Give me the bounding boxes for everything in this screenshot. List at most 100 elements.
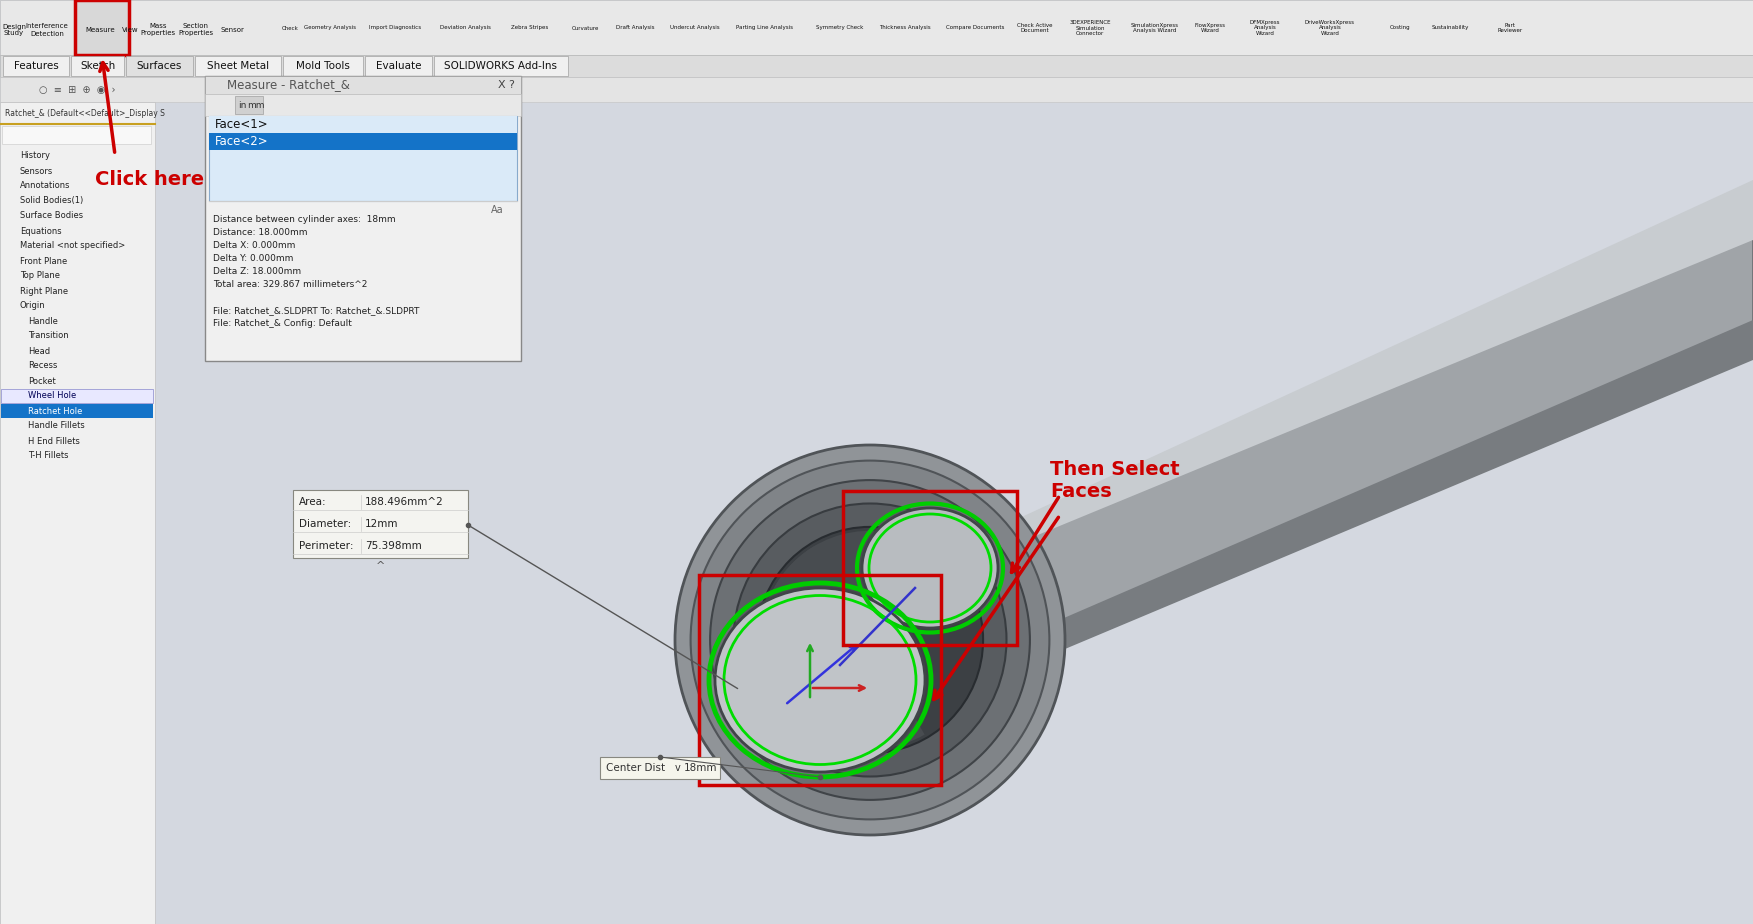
- Text: Features: Features: [14, 61, 58, 71]
- Bar: [205, 76, 521, 94]
- Text: ○  ≡  ⊞  ⊕  ◉  ›: ○ ≡ ⊞ ⊕ ◉ ›: [39, 84, 116, 94]
- Circle shape: [691, 460, 1050, 820]
- Circle shape: [757, 527, 983, 753]
- Text: Costing: Costing: [1390, 26, 1411, 30]
- Text: Sensors: Sensors: [19, 166, 53, 176]
- Text: Right Plane: Right Plane: [19, 286, 68, 296]
- Wedge shape: [761, 545, 924, 749]
- Text: Area:: Area:: [300, 497, 326, 507]
- Text: Head: Head: [28, 346, 51, 356]
- Bar: [0, 102, 154, 924]
- Text: Mass
Properties: Mass Properties: [140, 23, 175, 37]
- Text: Interference
Detection: Interference Detection: [26, 23, 68, 37]
- Text: Delta Z: 18.000mm: Delta Z: 18.000mm: [214, 267, 302, 276]
- Text: Compare Documents: Compare Documents: [947, 26, 1004, 30]
- Text: Deviation Analysis: Deviation Analysis: [440, 26, 491, 30]
- Text: X: X: [498, 80, 505, 90]
- Text: ?: ?: [508, 80, 514, 90]
- Polygon shape: [950, 180, 1753, 565]
- Bar: [205, 94, 521, 116]
- Bar: [72, 56, 124, 76]
- FancyBboxPatch shape: [205, 76, 521, 361]
- Text: 12mm: 12mm: [365, 519, 398, 529]
- Text: 3DEXPERIENCE
Simulation
Connector: 3DEXPERIENCE Simulation Connector: [1069, 19, 1111, 36]
- Text: Front Plane: Front Plane: [19, 257, 67, 265]
- Text: 18mm: 18mm: [684, 763, 717, 773]
- Bar: [0, 0, 1753, 55]
- Text: Part
Reviewer: Part Reviewer: [1497, 22, 1523, 33]
- Circle shape: [710, 480, 1031, 800]
- Text: Mold Tools: Mold Tools: [296, 61, 351, 71]
- Text: Delta Y: 0.000mm: Delta Y: 0.000mm: [214, 254, 293, 263]
- Polygon shape: [931, 200, 1753, 660]
- Text: Transition: Transition: [28, 332, 68, 341]
- Text: File: Ratchet_& Config: Default: File: Ratchet_& Config: Default: [214, 319, 352, 328]
- Text: Annotations: Annotations: [19, 181, 70, 190]
- Text: Top Plane: Top Plane: [19, 272, 60, 281]
- Text: Pocket: Pocket: [28, 376, 56, 385]
- Text: Handle: Handle: [28, 317, 58, 325]
- Text: DFMXpress
Analysis
Wizard: DFMXpress Analysis Wizard: [1250, 19, 1280, 36]
- Text: History: History: [19, 152, 51, 161]
- Text: Origin: Origin: [19, 301, 46, 310]
- Bar: [209, 116, 517, 133]
- Bar: [2, 126, 151, 144]
- Bar: [126, 56, 193, 76]
- Text: Aa: Aa: [491, 205, 503, 215]
- Text: Evaluate: Evaluate: [375, 61, 421, 71]
- Bar: [209, 133, 517, 150]
- Text: Undercut Analysis: Undercut Analysis: [670, 26, 720, 30]
- Text: Parting Line Analysis: Parting Line Analysis: [736, 26, 794, 30]
- Text: Surface Bodies: Surface Bodies: [19, 212, 82, 221]
- Bar: [4, 56, 70, 76]
- Text: Symmetry Check: Symmetry Check: [817, 26, 864, 30]
- Text: Delta X: 0.000mm: Delta X: 0.000mm: [214, 241, 295, 250]
- Text: Perimeter:: Perimeter:: [300, 541, 354, 551]
- Bar: [600, 757, 720, 779]
- Text: Design
Study: Design Study: [2, 23, 26, 37]
- Text: File: Ratchet_&.SLDPRT To: Ratchet_&.SLDPRT: File: Ratchet_&.SLDPRT To: Ratchet_&.SLD…: [214, 306, 419, 315]
- Text: Material <not specified>: Material <not specified>: [19, 241, 124, 250]
- Circle shape: [733, 504, 1006, 776]
- Bar: [2, 389, 153, 403]
- Text: T-H Fillets: T-H Fillets: [28, 452, 68, 460]
- Bar: [0, 77, 1753, 102]
- Text: Measure: Measure: [86, 27, 114, 33]
- Text: in: in: [238, 101, 247, 110]
- Bar: [154, 102, 1753, 924]
- Text: Zebra Stripes: Zebra Stripes: [512, 26, 549, 30]
- Text: Surfaces: Surfaces: [137, 61, 182, 71]
- Text: Face<1>: Face<1>: [216, 118, 268, 131]
- Text: H End Fillets: H End Fillets: [28, 436, 81, 445]
- Bar: [235, 96, 263, 114]
- Text: Handle Fillets: Handle Fillets: [28, 421, 84, 431]
- Text: Face<2>: Face<2>: [216, 135, 268, 148]
- Text: Check Active
Document: Check Active Document: [1017, 22, 1054, 33]
- Text: 75.398mm: 75.398mm: [365, 541, 422, 551]
- Ellipse shape: [715, 588, 926, 772]
- Bar: [209, 116, 517, 201]
- Bar: [284, 56, 363, 76]
- Text: ^: ^: [375, 561, 386, 571]
- Text: Solid Bodies(1): Solid Bodies(1): [19, 197, 82, 205]
- Text: DriveWorksXpress
Analysis
Wizard: DriveWorksXpress Analysis Wizard: [1304, 19, 1355, 36]
- Text: Geometry Analysis: Geometry Analysis: [303, 26, 356, 30]
- Text: Click here: Click here: [95, 170, 203, 189]
- Polygon shape: [990, 320, 1753, 670]
- Text: Section
Properties: Section Properties: [179, 23, 214, 37]
- Text: Then Select
Faces: Then Select Faces: [1050, 460, 1180, 501]
- Circle shape: [675, 445, 1066, 835]
- Text: Equations: Equations: [19, 226, 61, 236]
- Text: Draft Analysis: Draft Analysis: [615, 26, 654, 30]
- Text: Sustainability: Sustainability: [1430, 26, 1469, 30]
- Text: Total area: 329.867 millimeters^2: Total area: 329.867 millimeters^2: [214, 280, 368, 289]
- Text: Import Diagnostics: Import Diagnostics: [368, 26, 421, 30]
- Text: Sketch: Sketch: [81, 61, 116, 71]
- Text: Check: Check: [282, 26, 298, 30]
- Bar: [365, 56, 431, 76]
- Text: Sensor: Sensor: [221, 27, 244, 33]
- Bar: [0, 55, 1753, 77]
- FancyBboxPatch shape: [75, 0, 130, 55]
- Text: SimulationXpress
Analysis Wizard: SimulationXpress Analysis Wizard: [1131, 22, 1180, 33]
- Text: SOLIDWORKS Add-Ins: SOLIDWORKS Add-Ins: [445, 61, 557, 71]
